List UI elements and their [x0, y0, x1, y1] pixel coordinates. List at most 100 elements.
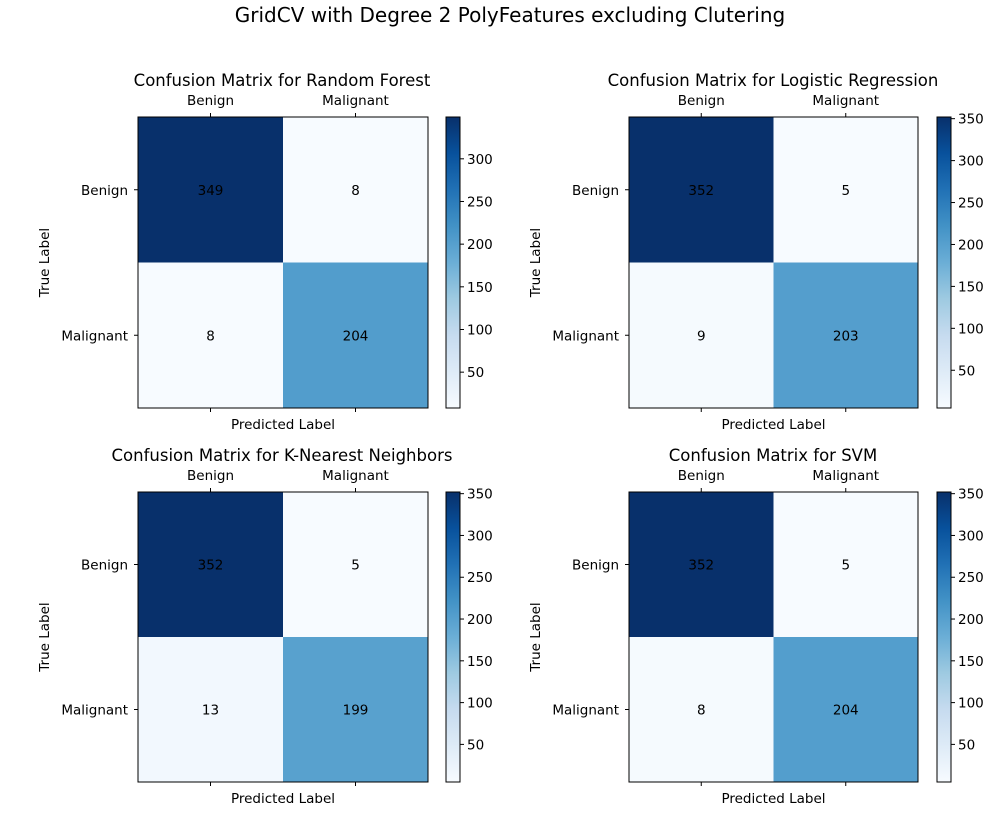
x-tick-label: Malignant	[812, 93, 879, 109]
colorbar-tick-label: 50	[958, 737, 975, 753]
colorbar-tick-label: 50	[467, 365, 484, 381]
colorbar-tick-label: 350	[958, 487, 984, 503]
colorbar-tick-label: 300	[467, 152, 493, 168]
x-axis-label: Predicted Label	[721, 417, 825, 433]
colorbar-tick-label: 300	[958, 528, 984, 544]
y-tick-label: Benign	[572, 558, 619, 574]
colorbar-tick-label: 200	[958, 237, 984, 253]
confusion-matrix-panel: Confusion Matrix for SVM 352 5 8 204 Benign Ma…	[528, 446, 984, 807]
y-tick-label: Malignant	[552, 328, 619, 344]
colorbar-tick-label: 150	[958, 279, 984, 295]
confusion-matrix-panel: Confusion Matrix for Random Forest 349 8 8 2…	[37, 71, 493, 433]
colorbar-tick-label: 300	[467, 528, 493, 544]
colorbar-tick-label: 50	[958, 363, 975, 379]
colorbar-tick-label: 200	[958, 612, 984, 628]
y-tick-label: Benign	[81, 558, 128, 574]
colorbar-tick-label: 150	[467, 280, 493, 296]
colorbar-tick-label: 100	[467, 696, 493, 712]
colorbar-frame	[445, 116, 461, 409]
x-tick-label: Malignant	[322, 468, 389, 484]
colorbar-frame	[936, 491, 952, 783]
cell-value: 9	[697, 328, 706, 344]
cell-value: 204	[833, 703, 859, 719]
colorbar-tick-label: 100	[958, 696, 984, 712]
panel-title: Confusion Matrix for SVM	[669, 446, 877, 465]
x-tick-label: Benign	[187, 468, 234, 484]
figure-suptitle: GridCV with Degree 2 PolyFeatures exclud…	[235, 3, 785, 27]
x-axis-label: Predicted Label	[721, 791, 825, 807]
y-tick-label: Benign	[572, 183, 619, 199]
matrix-cell	[283, 492, 429, 638]
matrix-cell	[773, 492, 919, 638]
matrix-cell	[773, 637, 919, 783]
matrix-cell	[283, 637, 429, 783]
panel-title: Confusion Matrix for Logistic Regression	[608, 71, 939, 90]
y-axis-label: True Label	[37, 228, 53, 298]
cell-value: 8	[351, 183, 360, 199]
matrix-cell	[629, 262, 774, 409]
colorbar-tick-label: 350	[958, 112, 984, 128]
y-tick-label: Malignant	[61, 328, 128, 344]
colorbar-tick-label: 300	[958, 154, 984, 170]
cell-value: 352	[688, 558, 714, 574]
confusion-matrix-panel: Confusion Matrix for K-Nearest Neighbors…	[37, 446, 493, 807]
x-tick-label: Benign	[678, 468, 725, 484]
colorbar-tick-label: 250	[467, 194, 493, 210]
matrix-cell	[283, 262, 429, 409]
cell-value: 352	[198, 558, 224, 574]
colorbar-tick-label: 200	[467, 612, 493, 628]
matrix-cell	[773, 117, 919, 263]
cell-value: 349	[198, 183, 224, 199]
x-axis-label: Predicted Label	[231, 417, 335, 433]
matrix-cell	[138, 492, 284, 638]
panel-title: Confusion Matrix for K-Nearest Neighbors	[112, 446, 453, 465]
matrix-cell	[138, 117, 284, 263]
colorbar-tick-label: 350	[467, 487, 493, 503]
cell-value: 352	[688, 183, 714, 199]
colorbar-tick-label: 100	[958, 321, 984, 337]
y-tick-label: Benign	[81, 183, 128, 199]
matrix-cell	[629, 637, 774, 783]
colorbar-fill	[446, 492, 460, 782]
panel-title: Confusion Matrix for Random Forest	[134, 71, 431, 90]
axes-frame	[628, 491, 919, 783]
matrix-cell	[138, 637, 284, 783]
x-tick-label: Benign	[187, 93, 234, 109]
matrix-cell	[629, 492, 774, 638]
cell-value: 203	[833, 328, 859, 344]
colorbar-frame	[445, 491, 461, 783]
colorbar-fill	[937, 492, 951, 782]
axes-frame	[137, 116, 429, 409]
x-tick-label: Malignant	[812, 468, 879, 484]
y-tick-label: Malignant	[61, 703, 128, 719]
colorbar-tick-label: 250	[958, 196, 984, 212]
colorbar-tick-label: 100	[467, 322, 493, 338]
colorbar-frame	[936, 116, 952, 409]
cell-value: 8	[697, 703, 706, 719]
cell-value: 13	[202, 703, 219, 719]
y-axis-label: True Label	[528, 602, 544, 672]
y-axis-label: True Label	[528, 228, 544, 298]
matrix-cell	[283, 117, 429, 263]
matrix-cell	[773, 262, 919, 409]
colorbar-tick-label: 150	[467, 654, 493, 670]
colorbar-fill	[937, 117, 951, 408]
cell-value: 5	[841, 183, 850, 199]
y-axis-label: True Label	[37, 602, 53, 672]
axes-frame	[137, 491, 429, 783]
axes-frame	[628, 116, 919, 409]
colorbar-tick-label: 250	[958, 570, 984, 586]
y-tick-label: Malignant	[552, 703, 619, 719]
cell-value: 5	[841, 558, 850, 574]
colorbar-tick-label: 250	[467, 570, 493, 586]
x-tick-label: Malignant	[322, 93, 389, 109]
x-axis-label: Predicted Label	[231, 791, 335, 807]
colorbar-tick-label: 150	[958, 654, 984, 670]
colorbar-tick-label: 50	[467, 737, 484, 753]
x-tick-label: Benign	[678, 93, 725, 109]
matrix-cell	[629, 117, 774, 263]
cell-value: 5	[351, 558, 360, 574]
cell-value: 8	[206, 328, 215, 344]
colorbar-fill	[446, 117, 460, 408]
